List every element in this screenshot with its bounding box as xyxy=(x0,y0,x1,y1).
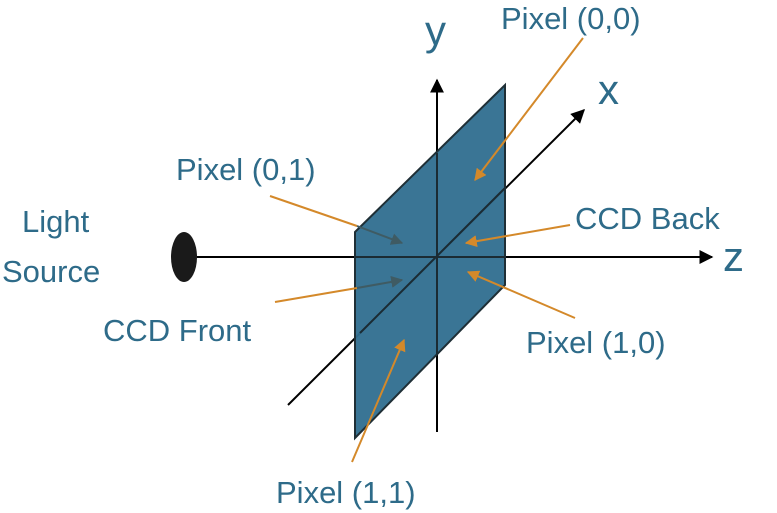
arrow-ccd-front-inner xyxy=(356,275,404,289)
label-pixel-00: Pixel (0,0) xyxy=(501,1,641,36)
arrow-pixel-10 xyxy=(466,270,576,319)
x-axis-through-plane xyxy=(359,187,506,334)
label-light-source-line2: Source xyxy=(2,254,100,289)
label-pixel-10: Pixel (1,0) xyxy=(526,325,666,360)
label-light-source-line1: Light xyxy=(22,204,90,239)
arrow-ccd-back xyxy=(464,224,571,248)
arrow-ccd-front-outer xyxy=(274,287,358,303)
label-pixel-01: Pixel (0,1) xyxy=(176,152,316,187)
arrow-pixel-01-inner xyxy=(356,225,404,245)
label-pixel-11: Pixel (1,1) xyxy=(276,475,416,510)
arrow-pixel-11 xyxy=(351,338,406,463)
arrow-pixel-01-outer xyxy=(269,195,358,227)
z-axis-label: z xyxy=(723,233,744,280)
label-ccd-back: CCD Back xyxy=(575,201,720,236)
label-ccd-front: CCD Front xyxy=(103,313,252,348)
x-axis-label: x xyxy=(598,66,619,113)
y-axis-label: y xyxy=(425,7,446,54)
light-source-icon xyxy=(171,232,197,282)
ccd-plane xyxy=(354,82,506,441)
arrow-pixel-00 xyxy=(474,37,584,181)
